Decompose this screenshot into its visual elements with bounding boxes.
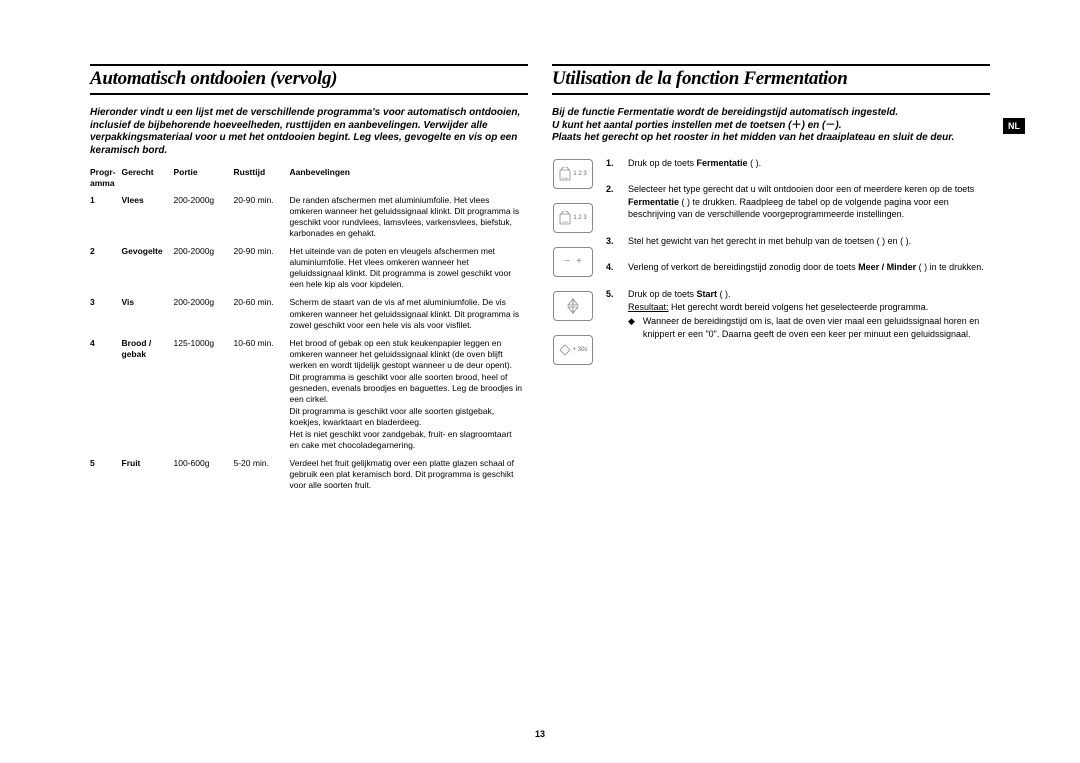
left-intro: Hieronder vindt u een lijst met de versc… — [90, 107, 528, 157]
step-icons-column: Auto 1 2 3 Auto 1 2 3 − + + 30s — [552, 159, 594, 365]
table-row: 2Gevogelte200-2000g20-90 min.Het uiteind… — [90, 246, 528, 297]
result-bullet: ◆ Wanneer de bereidingstijd om is, laat … — [628, 315, 990, 340]
left-column: Automatisch ontdooien (vervolg) Hieronde… — [90, 64, 528, 733]
page-number: 13 — [0, 729, 1080, 739]
step-3: 3. Stel het gewicht van het gerecht in m… — [606, 235, 990, 248]
svg-text:Auto: Auto — [562, 176, 569, 180]
plus-minus-icon: − + — [553, 247, 593, 277]
right-title: Utilisation de la fonction Fermentation — [552, 66, 990, 93]
fermentation-icon: Auto 1 2 3 — [553, 159, 593, 189]
step-2: 2. Selecteer het type gerecht dat u wilt… — [606, 183, 990, 221]
table-row: 5Fruit100-600g5-20 min.Verdeel het fruit… — [90, 458, 528, 498]
step-4: 4. Verleng of verkort de bereidingstijd … — [606, 261, 990, 274]
more-less-icon — [553, 291, 593, 321]
page: Automatisch ontdooien (vervolg) Hieronde… — [90, 64, 990, 733]
left-title-rule: Automatisch ontdooien (vervolg) — [90, 64, 528, 95]
language-tab: NL — [1003, 118, 1025, 134]
program-table: Progr-amma Gerecht Portie Rusttijd Aanbe… — [90, 167, 528, 498]
fermentation-icon-2: Auto 1 2 3 — [553, 203, 593, 233]
right-column: Utilisation de la fonction Fermentation … — [552, 64, 990, 733]
steps-list-wrap: 1. Druk op de toets Fermentatie ( ). 2. … — [606, 157, 990, 365]
table-body: 1Vlees200-2000g20-90 min.De randen afsch… — [90, 195, 528, 498]
step-1: 1. Druk op de toets Fermentatie ( ). — [606, 157, 990, 170]
steps-list: 1. Druk op de toets Fermentatie ( ). 2. … — [606, 157, 990, 341]
right-intro: Bij de functie Fermentatie wordt de bere… — [552, 107, 990, 145]
right-title-rule: Utilisation de la fonction Fermentation — [552, 64, 990, 95]
left-title: Automatisch ontdooien (vervolg) — [90, 66, 528, 93]
step-5: 5. Druk op de toets Start ( ). Resultaat… — [606, 288, 990, 340]
svg-text:Auto: Auto — [562, 220, 569, 224]
steps-area: Auto 1 2 3 Auto 1 2 3 − + + 30s — [552, 157, 990, 365]
table-row: 4Brood /gebak125-1000g10-60 min.Het broo… — [90, 338, 528, 458]
table-row: 3Vis200-2000g20-60 min.Scherm de staart … — [90, 297, 528, 337]
start-icon: + 30s — [553, 335, 593, 365]
table-row: 1Vlees200-2000g20-90 min.De randen afsch… — [90, 195, 528, 246]
